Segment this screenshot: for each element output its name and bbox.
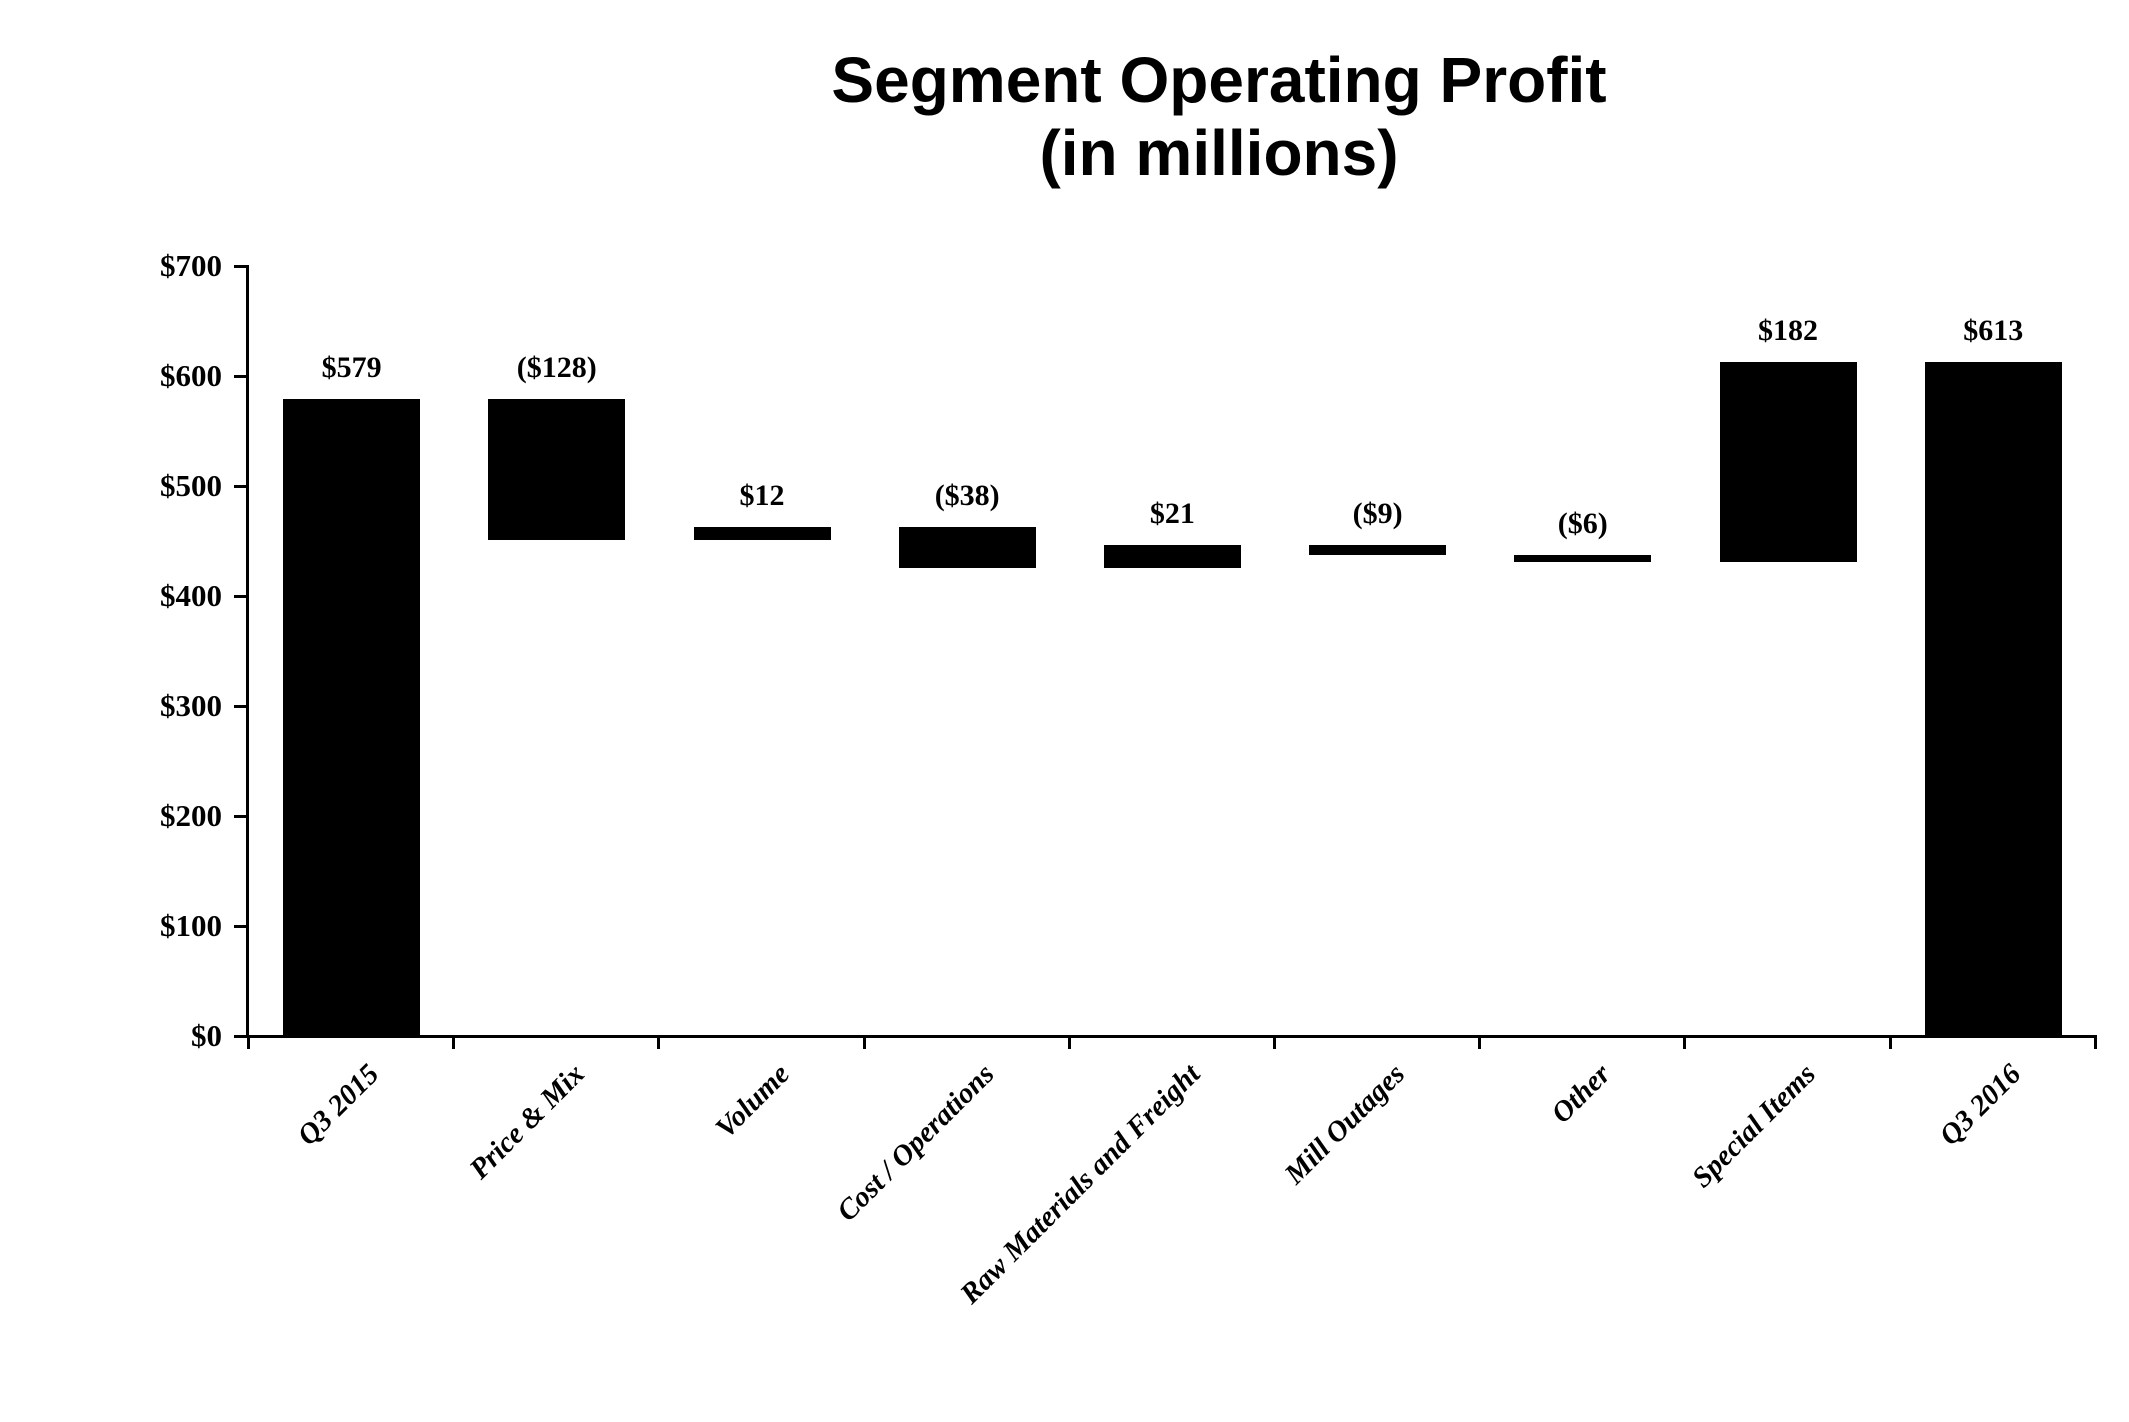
- bar: [1103, 545, 1241, 569]
- x-tick: [862, 1036, 866, 1049]
- y-tick-label: $300: [160, 688, 222, 723]
- y-tick-label: $100: [160, 908, 222, 943]
- category-label: Q3 2015: [291, 1058, 386, 1152]
- y-tick-label: $400: [160, 578, 222, 613]
- x-tick: [1478, 1036, 1482, 1049]
- y-tick: [234, 925, 247, 928]
- bar-value-label: ($38): [934, 478, 1000, 512]
- y-tick-label: $700: [160, 248, 222, 283]
- category-label: Mill Outages: [1278, 1058, 1412, 1191]
- category-label: Raw Materials and Freight: [953, 1058, 1207, 1311]
- x-tick: [452, 1036, 456, 1049]
- x-tick: [657, 1036, 661, 1049]
- y-tick: [234, 1035, 247, 1038]
- bar: [1309, 545, 1447, 556]
- x-tick: [247, 1036, 250, 1049]
- y-tick-label: $600: [160, 358, 222, 393]
- bar-value-label: $579: [321, 351, 382, 385]
- y-tick-label: $0: [191, 1018, 222, 1053]
- bar: [1924, 361, 2062, 1036]
- category-label: Q3 2016: [1932, 1058, 2027, 1152]
- bar-value-label: ($9): [1352, 497, 1403, 531]
- bar: [1514, 555, 1652, 562]
- bar-value-label: $613: [1963, 313, 2024, 347]
- chart-title: Segment Operating Profit (in millions): [249, 44, 2129, 190]
- x-tick: [1273, 1036, 1276, 1049]
- bar-value-label: ($128): [516, 351, 597, 385]
- y-tick: [234, 815, 247, 818]
- category-label: Special Items: [1685, 1058, 1822, 1194]
- y-tick-label: $200: [160, 798, 222, 833]
- bar: [488, 399, 626, 540]
- x-tick: [1888, 1036, 1892, 1049]
- category-label: Cost / Operations: [831, 1058, 1001, 1228]
- bar: [283, 399, 421, 1036]
- x-tick: [2093, 1036, 2097, 1049]
- bar-value-label: ($6): [1557, 507, 1608, 541]
- y-tick: [234, 485, 247, 488]
- chart-title-line1: Segment Operating Profit: [831, 44, 1607, 116]
- x-tick: [1067, 1036, 1071, 1049]
- y-tick-label: $500: [160, 468, 222, 503]
- bar-value-label: $21: [1149, 497, 1195, 531]
- x-tick: [1683, 1036, 1687, 1049]
- y-tick: [234, 595, 247, 598]
- bar: [693, 526, 831, 540]
- bar-value-label: $182: [1758, 313, 1818, 347]
- x-axis-line: [246, 1035, 2097, 1038]
- chart-title-line2: (in millions): [1039, 117, 1399, 189]
- y-axis-line: [246, 265, 249, 1038]
- y-tick: [234, 375, 247, 378]
- y-tick: [234, 265, 247, 268]
- bar-value-label: $12: [739, 478, 785, 512]
- category-label: Other: [1544, 1058, 1617, 1130]
- category-label: Price & Mix: [463, 1058, 591, 1186]
- y-tick: [234, 705, 247, 708]
- bar: [1719, 361, 1857, 562]
- bar: [898, 526, 1036, 569]
- category-label: Volume: [709, 1058, 796, 1145]
